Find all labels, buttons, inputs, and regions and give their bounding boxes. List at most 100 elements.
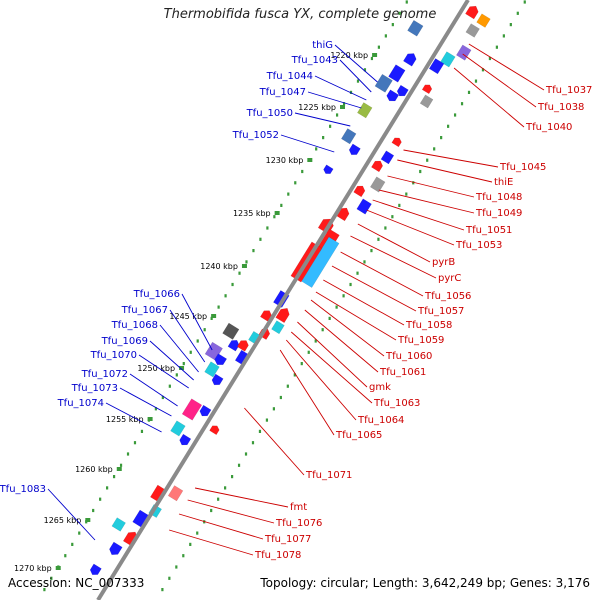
gene-leader-line <box>339 59 372 93</box>
gene-feature <box>214 353 228 366</box>
tick-dot <box>398 203 401 207</box>
gene-feature <box>391 137 402 148</box>
kbp-label: 1245 kbp <box>169 312 207 321</box>
tick-dot <box>293 373 296 377</box>
tick-dot <box>405 192 408 196</box>
gene-leader-line <box>178 513 264 540</box>
kbp-label: 1255 kbp <box>106 415 144 424</box>
gene-label: Tfu_1076 <box>275 518 322 529</box>
gene-label: Tfu_1066 <box>133 289 180 300</box>
gene-feature <box>371 160 384 173</box>
gene-leader-line <box>315 291 397 341</box>
tick-dot <box>391 215 394 219</box>
gene-label: thiG <box>312 40 333 51</box>
kbp-label: 1230 kbp <box>266 156 304 165</box>
tick-dot <box>154 407 157 411</box>
gene-leader-line <box>350 235 437 279</box>
tick-dot <box>405 0 408 4</box>
gene-feature <box>236 340 249 352</box>
tick-dot <box>523 0 526 4</box>
gene-feature <box>380 150 395 165</box>
gene-feature <box>407 19 424 37</box>
tick-dot <box>384 226 387 230</box>
tick-dot <box>467 90 471 94</box>
gene-label: Tfu_1057 <box>417 306 464 317</box>
tick-dot <box>196 531 199 535</box>
gene-leader-line <box>169 309 206 363</box>
gene-feature <box>386 89 400 102</box>
gene-feature <box>419 94 434 109</box>
tick-dot <box>217 497 220 501</box>
gene-feature <box>181 398 203 421</box>
gene-leader-line <box>304 309 379 373</box>
tick-dot <box>230 475 234 479</box>
gene-feature <box>465 5 479 20</box>
gene-label: Tfu_1067 <box>121 305 168 316</box>
gene-feature <box>356 198 372 215</box>
tick-dot <box>377 45 380 49</box>
gene-leader-line <box>297 321 368 388</box>
gene-leader-line <box>279 349 335 436</box>
tick-dot <box>301 169 304 174</box>
tick-dot <box>245 260 248 264</box>
tick-dot <box>217 305 220 309</box>
gene-feature <box>323 164 334 174</box>
accession-text: Accession: NC_007333 <box>8 576 145 590</box>
gene-feature <box>476 13 491 28</box>
tick-dot <box>231 282 234 287</box>
kbp-labels-layer: 1220 kbp 1225 kbp 1230 kbp 1235 kbp 1240 kbp… <box>14 51 378 573</box>
tick-dot <box>391 23 394 27</box>
kbp-tick <box>307 158 313 162</box>
gene-feature <box>301 236 340 288</box>
kbp-label: 1265 kbp <box>44 516 82 525</box>
gene-leader-line <box>453 67 525 128</box>
gene-label: Tfu_1051 <box>465 225 512 236</box>
tick-dot <box>287 192 290 196</box>
gene-leader-line <box>290 331 373 404</box>
gene-label: Tfu_1053 <box>455 240 502 251</box>
tick-dot <box>315 147 318 151</box>
gene-leader-line <box>187 499 275 524</box>
tick-dot <box>161 395 164 400</box>
tick-dot <box>196 339 199 343</box>
gene-leader-line <box>307 91 362 109</box>
gene-label: Tfu_1059 <box>397 335 444 346</box>
gene-label: Tfu_1077 <box>264 534 311 545</box>
tick-dot <box>314 339 317 343</box>
gene-leader-line <box>372 199 465 231</box>
gene-leader-line <box>194 487 289 508</box>
tick-dot <box>224 486 227 490</box>
gene-label: Tfu_1060 <box>385 351 432 362</box>
gene-label: Tfu_1048 <box>475 192 522 203</box>
tick-dot <box>453 113 457 117</box>
gene-feature <box>179 433 192 446</box>
tick-dot <box>447 124 450 128</box>
gene-leader-line <box>378 189 475 214</box>
gene-feature <box>271 320 285 335</box>
kbp-tick <box>55 566 61 570</box>
tick-dot <box>119 463 123 467</box>
gene-feature <box>402 53 417 67</box>
gene-label: Tfu_1044 <box>266 71 313 82</box>
tick-dot <box>106 486 109 490</box>
tick-dot <box>495 45 498 49</box>
tick-dot <box>349 282 352 287</box>
tick-dot <box>440 136 443 140</box>
gene-label: Tfu_1071 <box>305 470 352 481</box>
gene-feature <box>204 361 220 378</box>
tick-dot <box>280 203 283 207</box>
tick-dot <box>363 260 366 264</box>
tick-dot <box>168 384 171 388</box>
gene-feature <box>421 84 433 95</box>
gene-label: thiE <box>494 177 513 188</box>
kbp-tick <box>211 314 217 318</box>
tick-dot <box>133 441 137 445</box>
tick-dot <box>175 373 178 377</box>
kbp-tick <box>179 366 185 370</box>
gene-feature <box>396 84 409 97</box>
gene-label: Tfu_1073 <box>71 383 118 394</box>
tick-dot <box>412 181 415 185</box>
gene-feature <box>428 58 445 75</box>
gene-leader-line <box>149 340 194 381</box>
